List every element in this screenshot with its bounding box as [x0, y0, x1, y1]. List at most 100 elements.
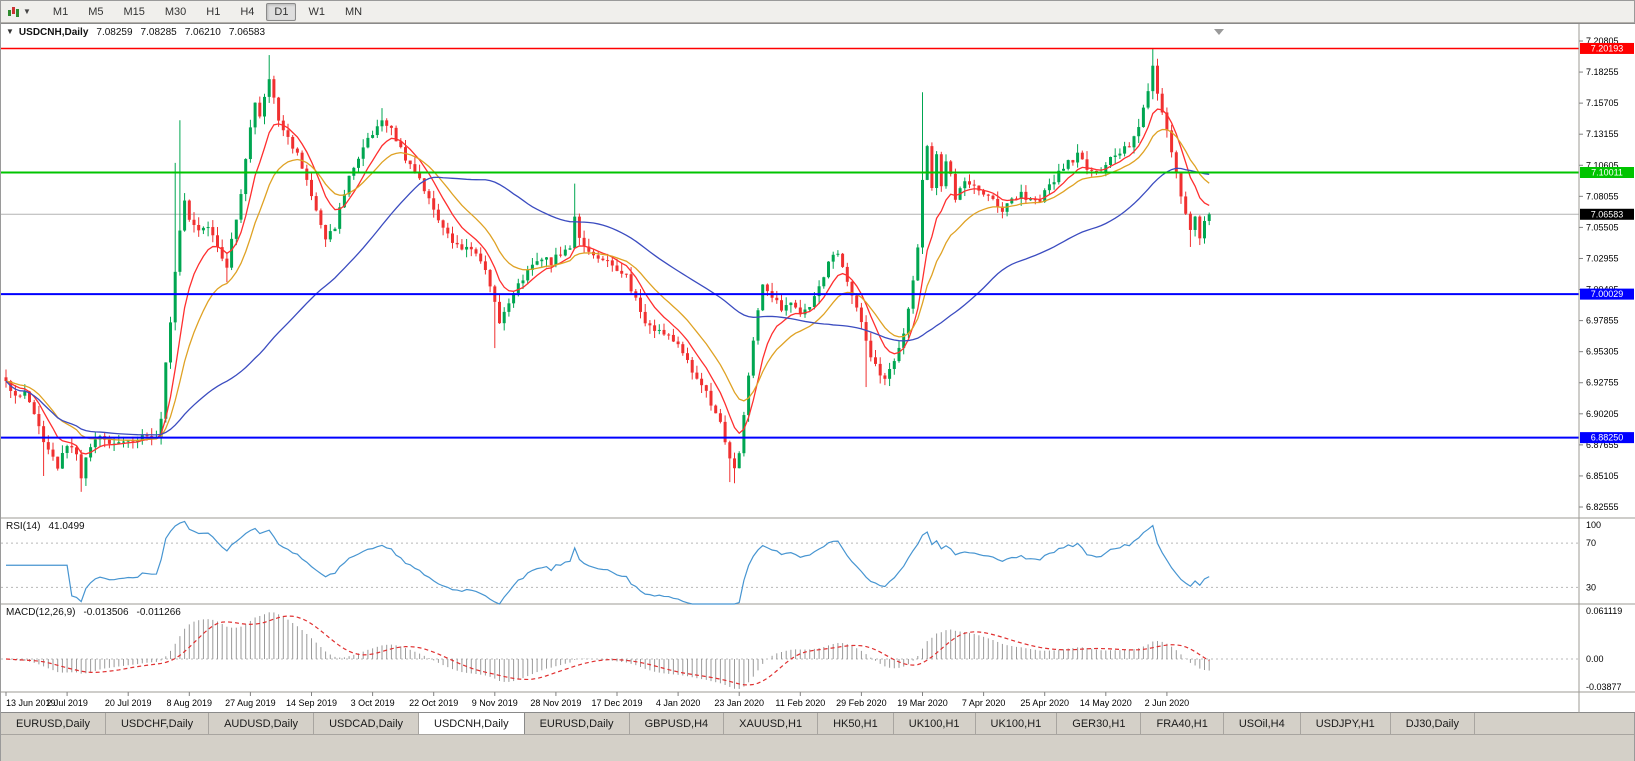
candle-body	[794, 302, 798, 308]
chart-tab-9-uk100-h1[interactable]: UK100,H1	[894, 713, 976, 734]
chart-tab-14-usdjpy-h1[interactable]: USDJPY,H1	[1301, 713, 1391, 734]
candle-body	[695, 372, 699, 379]
date-axis-label: 7 Apr 2020	[962, 698, 1006, 708]
candle-body	[982, 190, 986, 195]
chart-periods-dropdown[interactable]: ▼	[7, 6, 31, 18]
candle-body	[1132, 136, 1136, 148]
chart-tab-13-usoil-h4[interactable]: USOil,H4	[1224, 713, 1301, 734]
candle-body	[1019, 191, 1023, 200]
chart-tab-1-usdchf-daily[interactable]: USDCHF,Daily	[106, 713, 210, 734]
candle-body	[615, 265, 619, 271]
candle-body	[639, 297, 642, 312]
candle-body	[747, 375, 751, 416]
candle-body	[808, 307, 812, 310]
candle-body	[831, 254, 835, 262]
date-axis-label: 27 Aug 2019	[225, 698, 276, 708]
candle-body	[502, 311, 506, 324]
rsi-axis-70: 70	[1586, 538, 1596, 548]
timeframe-button-m1[interactable]: M1	[52, 5, 69, 18]
candle-body	[756, 310, 760, 341]
candle-body	[1000, 206, 1004, 212]
candle-body	[1052, 182, 1056, 185]
chart-tab-0-eurusd-daily[interactable]: EURUSD,Daily	[1, 713, 106, 734]
candle-body	[1071, 160, 1075, 163]
candle-body	[178, 230, 182, 272]
candle-body	[375, 126, 379, 136]
candle-body	[1184, 196, 1188, 214]
candle-body	[587, 246, 591, 252]
timeframe-button-m5[interactable]: M5	[88, 5, 104, 18]
chart-tab-8-hk50-h1[interactable]: HK50,H1	[818, 713, 894, 734]
timeframe-button-mn[interactable]: MN	[344, 5, 363, 18]
date-axis-label: 29 Feb 2020	[836, 698, 887, 708]
candle-body	[361, 147, 365, 159]
chart-tab-2-audusd-daily[interactable]: AUDUSD,Daily	[209, 713, 315, 734]
price-axis-label: 6.92755	[1586, 378, 1619, 388]
candle-body	[1118, 153, 1122, 156]
candle-body	[798, 307, 802, 315]
candle-body	[488, 270, 492, 287]
candle-body	[601, 258, 605, 261]
macd-signal-line	[5, 615, 1210, 686]
candle-body	[512, 293, 516, 304]
price-axis-label: 6.87655	[1586, 440, 1619, 450]
candle-body	[206, 227, 210, 229]
chart-tab-15-dj30-daily[interactable]: DJ30,Daily	[1391, 713, 1475, 734]
candle-body	[704, 385, 708, 391]
price-badge	[1580, 42, 1634, 54]
candle-body	[906, 308, 910, 334]
candle-body	[244, 159, 248, 195]
price-axis-label: 7.05505	[1586, 222, 1619, 232]
candle-body	[996, 198, 1000, 207]
candle-body	[662, 329, 666, 335]
candle-body	[32, 402, 36, 415]
chart-tab-11-ger30-h1[interactable]: GER30,H1	[1057, 713, 1142, 734]
candle-body	[859, 307, 863, 323]
timeframe-button-m30[interactable]: M30	[164, 5, 187, 18]
candle-body	[845, 266, 849, 282]
date-axis-label: 2 Jun 2020	[1145, 698, 1190, 708]
candle-body	[427, 191, 431, 199]
chart-tab-7-xauusd-h1[interactable]: XAUUSD,H1	[724, 713, 819, 734]
candle-body	[169, 322, 172, 363]
candle-body	[1123, 146, 1127, 154]
date-axis-label: 8 Aug 2019	[167, 698, 213, 708]
candle-body	[869, 340, 873, 358]
chart-tab-12-fra40-h1[interactable]: FRA40,H1	[1141, 713, 1224, 734]
candle-body	[1033, 199, 1037, 201]
timeframe-button-h4[interactable]: H4	[240, 5, 255, 18]
chart-tab-3-usdcad-daily[interactable]: USDCAD,Daily	[314, 713, 420, 734]
chart-tab-5-eurusd-daily[interactable]: EURUSD,Daily	[525, 713, 630, 734]
timeframe-button-m15[interactable]: M15	[123, 5, 145, 18]
timeframe-button-d1[interactable]: D1	[266, 2, 297, 21]
candle-body	[1179, 172, 1183, 197]
date-axis-label: 3 Oct 2019	[351, 698, 395, 708]
candle-body	[4, 377, 8, 382]
candle-body	[84, 457, 88, 479]
chart-tab-6-gbpusd-h4[interactable]: GBPUSD,H4	[630, 713, 725, 734]
candle-body	[267, 79, 271, 97]
chart-tab-4-usdcnh-daily[interactable]: USDCNH,Daily	[419, 713, 525, 734]
candle-body	[75, 447, 78, 455]
candle-body	[234, 219, 238, 239]
candle-body	[554, 254, 558, 266]
candle-body	[784, 305, 788, 311]
price-badge	[1580, 208, 1634, 220]
timeframe-buttons-group: M1 M5 M15 M30 H1 H4 D1 W1 MN	[45, 2, 374, 21]
timeframe-button-h1[interactable]: H1	[206, 5, 221, 18]
candle-body	[164, 362, 168, 419]
candle-body	[780, 300, 783, 311]
chart-canvas[interactable]: 7.20805 7.18255 7.15705 7.13155 7.10605 7.080…	[1, 24, 1635, 714]
chart-shift-marker-icon[interactable]	[1214, 29, 1224, 35]
candle-body	[1029, 199, 1033, 201]
timeframe-button-w1[interactable]: W1	[308, 5, 325, 18]
candle-body	[394, 127, 398, 142]
candle-body	[460, 244, 464, 250]
candle-body	[310, 179, 313, 197]
chart-tab-10-uk100-h1[interactable]: UK100,H1	[976, 713, 1058, 734]
collapse-icon[interactable]: ▼	[6, 27, 14, 36]
candle-body	[1085, 159, 1089, 170]
candle-body	[874, 357, 877, 364]
candle-body	[1015, 198, 1018, 200]
candle-body	[577, 216, 581, 238]
